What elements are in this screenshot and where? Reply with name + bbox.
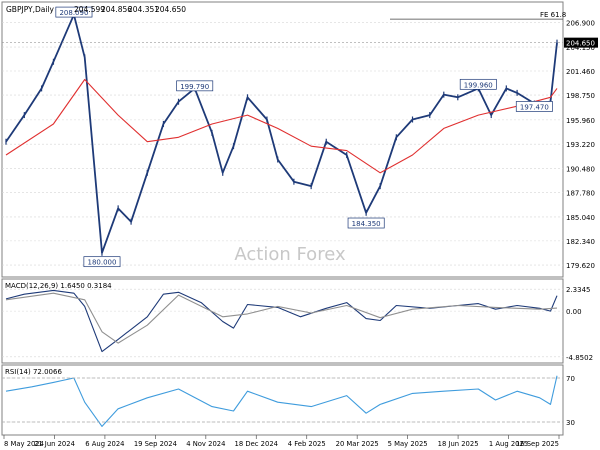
price-callout-box: [515, 101, 553, 112]
x-tick-label: 16 Sep 2025: [516, 440, 559, 448]
y-tick-label: 185.040: [566, 214, 595, 222]
y-tick-label: 201.460: [566, 68, 595, 76]
watermark: Action Forex: [234, 244, 346, 265]
ohlc-open: 204.599: [74, 5, 105, 14]
x-tick-label: 20 Mar 2025: [336, 440, 379, 448]
price-callout: 208.090: [59, 9, 88, 17]
y-tick-label: 190.480: [566, 166, 595, 174]
fe-level-label: FE 61.8: [540, 11, 566, 19]
y-tick-label: 179.620: [566, 262, 595, 270]
ohlc-low: 204.351: [128, 5, 159, 14]
y-tick-label: 30: [566, 419, 575, 427]
price-title: GBPJPY,Daily: [6, 5, 55, 14]
series-line-moving-average: [5, 78, 558, 174]
x-tick-label: 18 Jun 2025: [438, 440, 479, 448]
rsi-panel: [1, 364, 564, 436]
ohlc-high: 204.856: [101, 5, 132, 14]
x-tick-label: 8 May 2024: [4, 440, 44, 448]
x-tick-label: 4 Nov 2024: [186, 440, 225, 448]
x-tick-label: 19 Sep 2024: [134, 440, 177, 448]
y-tick-label: 187.780: [566, 190, 595, 198]
price-callout-box: [55, 6, 93, 18]
price-callout-box: [347, 217, 385, 229]
x-tick-label: 5 May 2025: [388, 440, 428, 448]
ohlc-close: 204.650: [155, 5, 186, 14]
x-tick-label: 1 Aug 2025: [489, 440, 528, 448]
price-callout: 199.790: [180, 83, 209, 91]
last-price-tag: [564, 37, 598, 48]
series-line-signal: [5, 292, 558, 344]
price-callout-box: [176, 80, 214, 92]
y-tick-label: 0.00: [566, 308, 582, 316]
x-tick-label: 4 Feb 2025: [288, 440, 326, 448]
y-tick-label: 193.220: [566, 141, 595, 149]
price-callout: 184.350: [352, 220, 381, 228]
chart-marks: 206.900 204.150 201.460 198.750 195.960 193.2…: [2, 6, 598, 448]
price-callout: 180.000: [87, 259, 116, 267]
y-tick-label: 198.750: [566, 92, 595, 100]
y-tick-label: 206.900: [566, 20, 595, 28]
macd-title: MACD(12,26,9) 1.6450 0.3184: [5, 282, 112, 290]
last-price-label: 204.650: [566, 40, 595, 48]
price-callout-box: [459, 78, 497, 90]
price-callout-box: [83, 256, 121, 268]
y-tick-label: 70: [566, 375, 575, 383]
rsi-title: RSI(14) 72.0066: [5, 368, 62, 376]
y-tick-label: 204.150: [566, 44, 595, 52]
y-tick-label: 195.960: [566, 117, 595, 125]
series-line-rsi: [5, 375, 558, 427]
y-tick-label: 2.3345: [566, 286, 591, 294]
price-panel: [1, 1, 564, 278]
series-line-macd: [5, 289, 558, 353]
y-tick-label: 182.340: [566, 238, 595, 246]
price-callout: 199.960: [464, 81, 493, 89]
x-tick-label: 21 Jun 2024: [34, 440, 75, 448]
x-tick-label: 6 Aug 2024: [85, 440, 124, 448]
x-tick-label: 18 Dec 2024: [235, 440, 278, 448]
macd-panel: [1, 278, 564, 364]
price-callout: 197.470: [520, 103, 549, 111]
y-tick-label: -4.8502: [566, 354, 593, 362]
